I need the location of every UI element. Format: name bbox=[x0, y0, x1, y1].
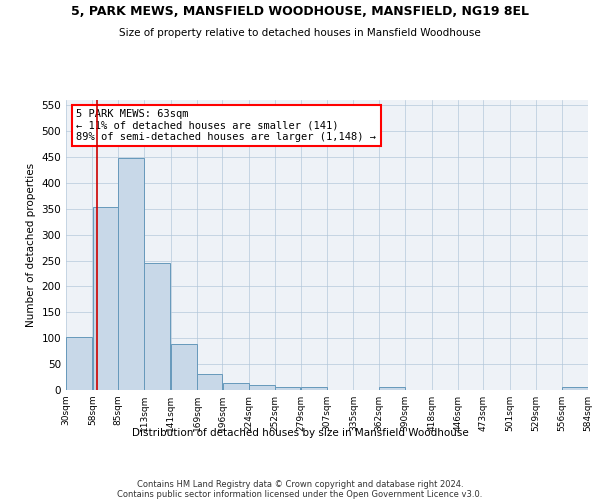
Text: 5 PARK MEWS: 63sqm
← 11% of detached houses are smaller (141)
89% of semi-detach: 5 PARK MEWS: 63sqm ← 11% of detached hou… bbox=[76, 108, 376, 142]
Bar bbox=[275, 388, 301, 390]
Bar bbox=[197, 374, 222, 390]
Bar bbox=[301, 388, 327, 390]
Text: Contains HM Land Registry data © Crown copyright and database right 2024.: Contains HM Land Registry data © Crown c… bbox=[137, 480, 463, 489]
Bar bbox=[118, 158, 144, 390]
Y-axis label: Number of detached properties: Number of detached properties bbox=[26, 163, 36, 327]
Text: 5, PARK MEWS, MANSFIELD WOODHOUSE, MANSFIELD, NG19 8EL: 5, PARK MEWS, MANSFIELD WOODHOUSE, MANSF… bbox=[71, 5, 529, 18]
Text: Distribution of detached houses by size in Mansfield Woodhouse: Distribution of detached houses by size … bbox=[131, 428, 469, 438]
Bar bbox=[145, 262, 170, 390]
Text: Contains public sector information licensed under the Open Government Licence v3: Contains public sector information licen… bbox=[118, 490, 482, 499]
Bar bbox=[223, 383, 248, 390]
Bar bbox=[562, 388, 588, 390]
Bar bbox=[379, 388, 405, 390]
Bar bbox=[92, 206, 118, 390]
Bar bbox=[66, 336, 92, 390]
Bar bbox=[171, 344, 197, 390]
Bar bbox=[249, 386, 275, 390]
Text: Size of property relative to detached houses in Mansfield Woodhouse: Size of property relative to detached ho… bbox=[119, 28, 481, 38]
